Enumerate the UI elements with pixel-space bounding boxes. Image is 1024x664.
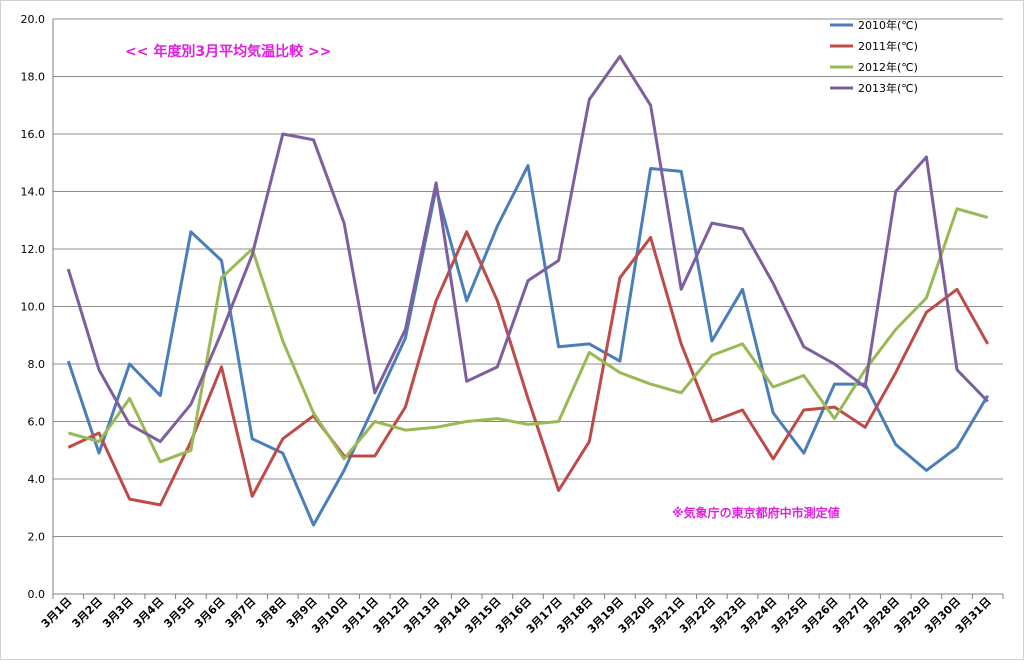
y-tick-label: 14.0 [21,186,46,199]
y-tick-label: 4.0 [28,473,46,486]
y-tick-label: 2.0 [28,531,46,544]
y-tick-label: 18.0 [21,71,46,84]
legend: 2010年(℃) 2011年(℃) 2012年(℃) 2013年(℃) [830,18,918,95]
series-line [67,207,989,464]
series-line [66,164,989,527]
legend-label: 2010年(℃) [858,18,918,32]
y-tick-label: 10.0 [21,301,46,314]
y-tick-label: 12.0 [21,243,46,256]
series-lines [66,54,990,527]
source-note: ※気象庁の東京都府中市測定値 [672,505,840,520]
legend-label: 2012年(℃) [858,60,918,74]
legend-label: 2013年(℃) [858,81,918,95]
y-tick-label: 16.0 [21,128,46,141]
y-tick-label: 20.0 [21,13,46,26]
y-tick-label: 8.0 [28,358,46,371]
series-line [67,230,990,507]
legend-label: 2011年(℃) [858,39,918,53]
y-tick-label: 6.0 [28,416,46,429]
gridlines [53,18,1003,537]
y-tick-label: 0.0 [28,588,46,601]
series-line [66,54,989,444]
chart-title: << 年度別3月平均気温比較 >> [125,43,331,60]
